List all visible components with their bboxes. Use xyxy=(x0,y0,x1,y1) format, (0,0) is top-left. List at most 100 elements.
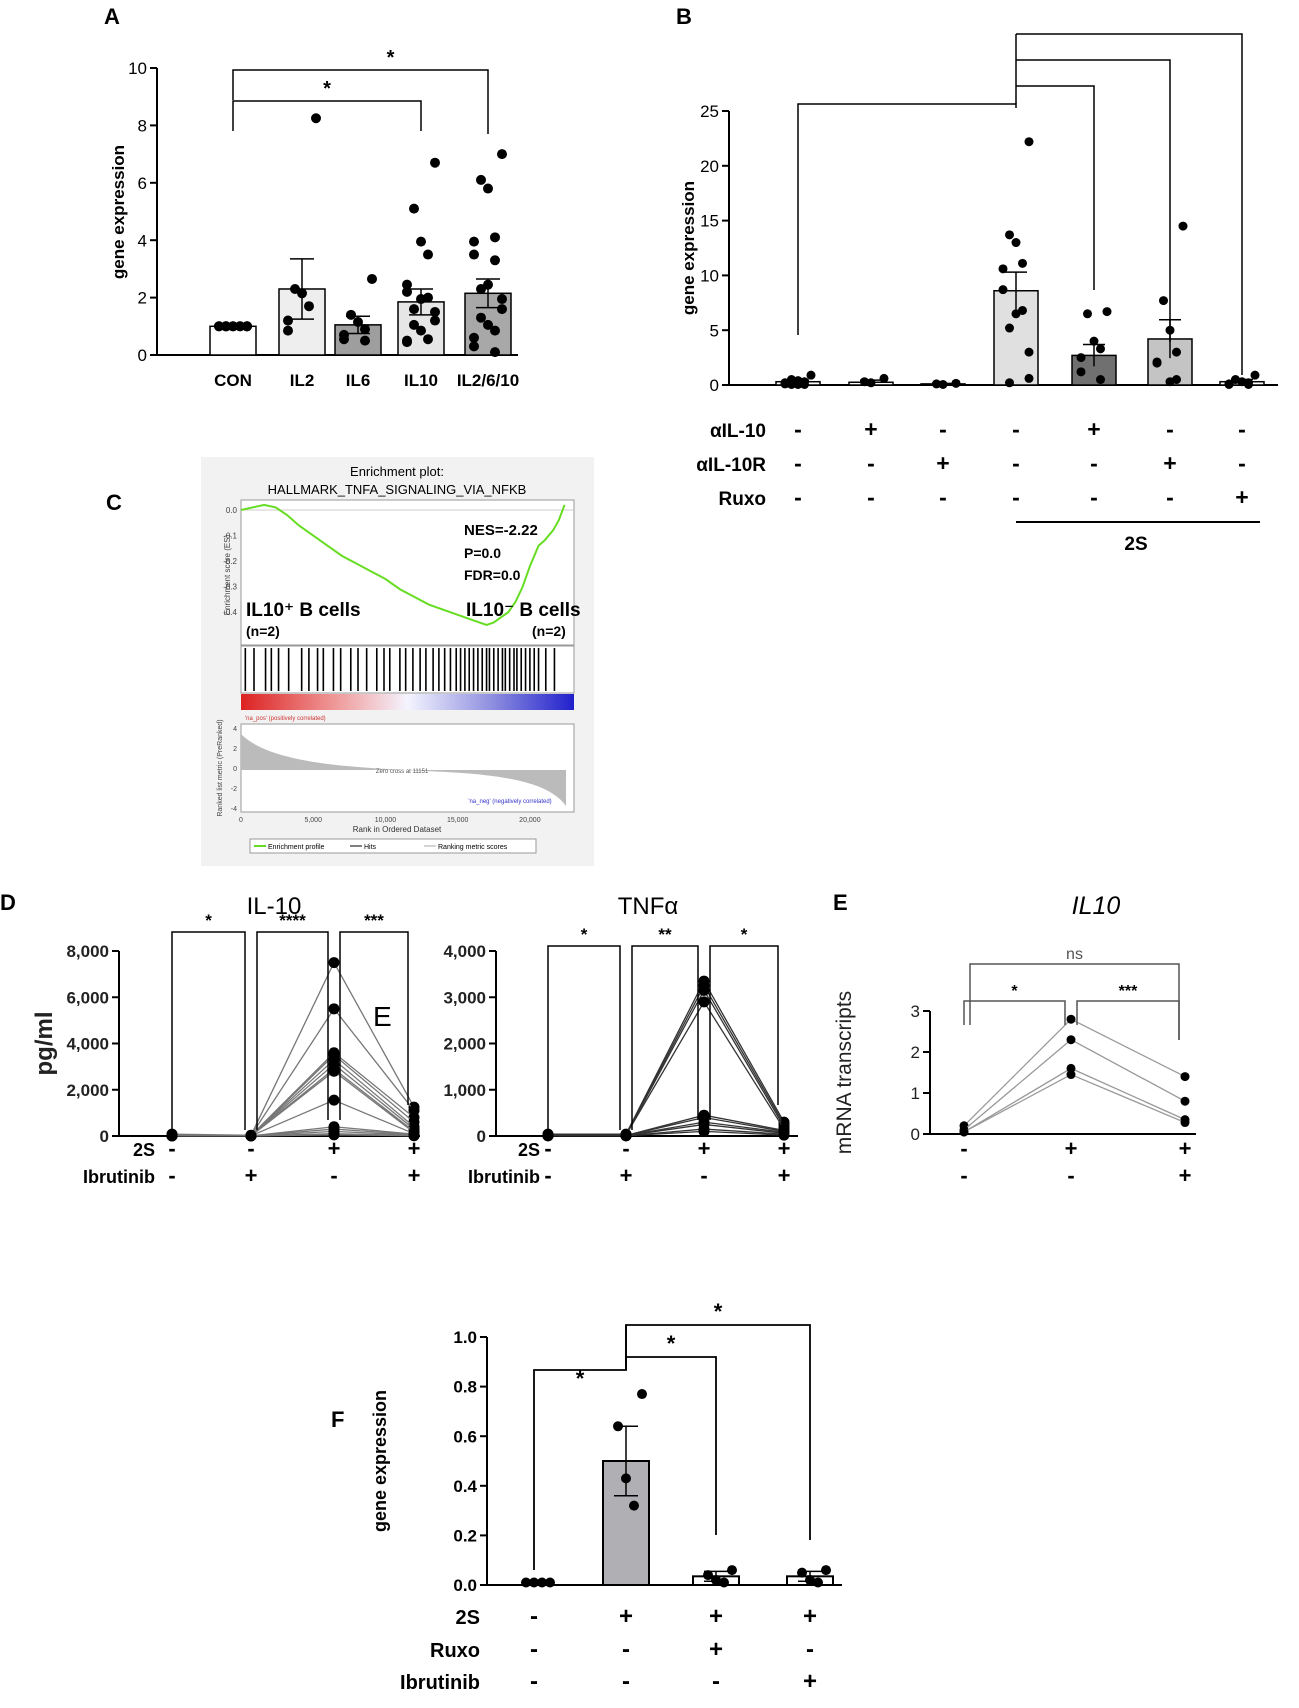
y-tick-label: 20 xyxy=(700,157,719,176)
data-point xyxy=(1076,353,1086,363)
y-tick-label: 0 xyxy=(710,376,719,395)
significance-label: * xyxy=(581,925,588,944)
rank-axis-label: Rank in Ordered Dataset xyxy=(353,825,442,834)
condition-sign: - xyxy=(544,1136,551,1161)
condition-sign: - xyxy=(1012,416,1020,442)
data-point xyxy=(1180,1118,1190,1128)
data-point xyxy=(430,157,440,168)
condition-sign: - xyxy=(867,484,875,510)
data-point xyxy=(1005,230,1014,240)
condition-sign: - xyxy=(960,1136,967,1161)
condition-sign: - xyxy=(330,1163,337,1188)
es-curve xyxy=(240,503,566,627)
y-tick-label: 1,000 xyxy=(443,1081,486,1100)
condition-label: 2S xyxy=(456,1607,480,1629)
data-point xyxy=(328,1003,340,1015)
panel-letter-b: B xyxy=(676,4,692,29)
condition-sign: + xyxy=(709,1603,723,1630)
data-point xyxy=(469,332,479,343)
data-point xyxy=(476,174,486,185)
data-point xyxy=(469,341,479,352)
significance-bracket xyxy=(631,945,699,1130)
significance-label: * xyxy=(667,1331,676,1356)
condition-label: Ruxo xyxy=(430,1640,480,1662)
condition-sign: + xyxy=(709,1636,723,1663)
condition-sign: - xyxy=(939,484,947,510)
data-point xyxy=(1083,309,1092,319)
y-tick-label: 3,000 xyxy=(443,988,486,1007)
significance-label: ** xyxy=(658,925,672,944)
chart-title: IL-10 xyxy=(247,893,302,920)
panel-b-chart: 0 5 10 15 20 25 gene expression αIL-10 - + - - + - - αI… xyxy=(679,33,1278,555)
condition-sign: + xyxy=(778,1136,791,1161)
y-tick-label: 5 xyxy=(710,321,719,340)
data-point xyxy=(242,321,252,332)
condition-sign: + xyxy=(619,1603,633,1630)
data-point xyxy=(490,347,500,358)
data-point xyxy=(497,294,507,305)
data-point xyxy=(283,325,293,336)
data-point xyxy=(476,312,486,323)
significance-label: * xyxy=(387,47,395,69)
panel-letter-d: D xyxy=(0,890,16,915)
rank-color-strip xyxy=(241,694,574,710)
data-point xyxy=(1089,336,1099,346)
group-label: 2S xyxy=(1124,534,1147,555)
es-axis-label: Enrichment score (ES) xyxy=(223,534,232,615)
data-point xyxy=(1005,378,1014,388)
panel-a-chart: 0 2 4 6 8 10 gene expression CON IL2 IL6 IL10 IL2/6… xyxy=(109,47,519,390)
data-point xyxy=(951,378,961,388)
condition-label: αIL-10R xyxy=(696,455,766,476)
data-point xyxy=(787,379,796,389)
y-tick-label: 4,000 xyxy=(66,1035,109,1054)
y-tick-label: 8,000 xyxy=(66,942,109,961)
data-point xyxy=(813,1577,823,1588)
metric-axis-label: Ranked list metric (PreRanked) xyxy=(217,719,224,816)
condition-label: αIL-10 xyxy=(710,421,766,442)
data-point xyxy=(1066,1014,1076,1024)
significance-bracket xyxy=(232,69,489,134)
condition-label: 2S xyxy=(518,1140,540,1160)
condition-label: Ibrutinib xyxy=(468,1167,540,1187)
legend-profile: Enrichment profile xyxy=(268,844,325,851)
condition-sign: - xyxy=(700,1163,707,1188)
y-tick-label: 0.4 xyxy=(453,1477,477,1496)
condition-label: Ibrutinib xyxy=(83,1167,155,1187)
significance-label: *** xyxy=(364,911,384,930)
condition-sign: + xyxy=(778,1163,791,1188)
y-tick-label: 10 xyxy=(700,267,719,286)
data-point xyxy=(311,113,321,124)
condition-sign: - xyxy=(960,1163,967,1188)
y-axis-label: mRNA transcripts xyxy=(833,991,856,1154)
condition-sign: + xyxy=(1179,1163,1192,1188)
panel-letter-a: A xyxy=(104,4,120,29)
condition-sign: - xyxy=(168,1163,175,1188)
metric-tick-label: 0 xyxy=(233,766,237,773)
condition-sign: - xyxy=(806,1636,814,1663)
rank-tick-label: 20,000 xyxy=(519,817,541,824)
es-tick-label: -0.3 xyxy=(223,583,237,592)
panel-letter-c: C xyxy=(106,490,122,515)
fdr-stat: FDR=0.0 xyxy=(464,567,521,583)
condition-sign: - xyxy=(712,1668,720,1695)
y-axis-label: gene expression xyxy=(370,1390,390,1532)
data-point xyxy=(545,1577,555,1588)
significance-label: ns xyxy=(1066,946,1083,963)
condition-sign: - xyxy=(168,1136,175,1161)
data-point xyxy=(938,379,948,389)
es-tick-label: 0.0 xyxy=(226,506,238,515)
x-tick-label: IL10 xyxy=(404,371,438,390)
data-point xyxy=(1152,358,1162,368)
data-point xyxy=(932,379,941,389)
pos-correlated-label: 'na_pos' (positively correlated) xyxy=(245,716,326,722)
metric-tick-label: 4 xyxy=(233,726,237,733)
y-tick-label: 0.8 xyxy=(453,1378,477,1397)
data-point xyxy=(1066,1035,1076,1045)
rank-tick-label: 5,000 xyxy=(304,817,322,824)
y-tick-label: 2,000 xyxy=(443,1035,486,1054)
data-point xyxy=(490,325,500,336)
hits-area xyxy=(240,645,575,694)
data-point xyxy=(698,984,710,996)
data-point xyxy=(221,321,231,332)
